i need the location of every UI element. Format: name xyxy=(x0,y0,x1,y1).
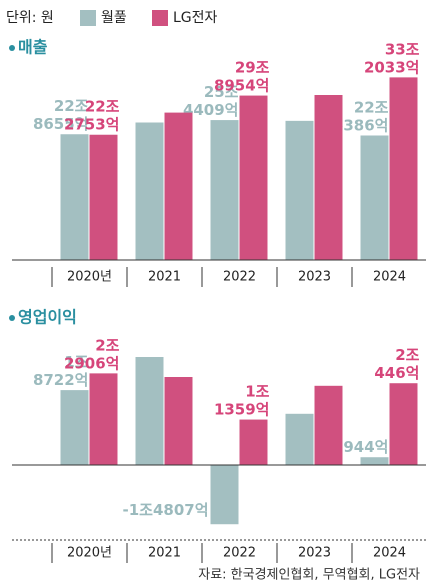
legend-label: LG전자 xyxy=(173,10,218,26)
title-bullet xyxy=(9,315,15,321)
x-tick-label: 2022 xyxy=(223,546,256,561)
bar xyxy=(164,112,193,260)
data-label: -1조4807억 xyxy=(122,501,208,519)
data-label: 1조 1359억 xyxy=(214,382,270,418)
bar xyxy=(89,373,118,465)
bar xyxy=(164,377,193,465)
bar xyxy=(285,120,314,260)
x-tick-label: 2022 xyxy=(223,270,256,285)
bar xyxy=(239,419,268,465)
data-label: 22조 6386억 xyxy=(333,98,389,134)
data-label: 25조 4409억 xyxy=(183,83,239,119)
bar xyxy=(135,122,164,260)
data-label: 22조 2753억 xyxy=(64,97,120,133)
data-label: 29조 8954억 xyxy=(214,58,270,94)
bar xyxy=(389,77,418,260)
data-label: 22조 8655억 xyxy=(33,97,89,133)
data-label: 1조 8722억 xyxy=(33,353,89,389)
x-tick-label: 2021 xyxy=(148,546,181,561)
title-bullet xyxy=(9,45,15,51)
x-tick-label: 2023 xyxy=(298,270,331,285)
panel-title: 매출 xyxy=(18,38,48,57)
data-label: 2조 446억 xyxy=(374,346,419,382)
legend-swatch xyxy=(80,10,96,26)
data-label: 33조 2033억 xyxy=(364,40,420,76)
bar xyxy=(285,413,314,465)
bar xyxy=(239,95,268,260)
bar xyxy=(210,120,239,261)
legend-label: 월풀 xyxy=(101,10,127,26)
bar xyxy=(135,357,164,465)
source: 자료: 한국경제인협회, 무역협회, LG전자 xyxy=(198,568,420,583)
bar xyxy=(389,383,418,465)
bar xyxy=(360,135,389,260)
x-tick-label: 2024 xyxy=(373,270,406,285)
x-tick-label: 2020년 xyxy=(67,546,112,561)
legend-swatch xyxy=(152,10,168,26)
data-label: 2조 2906억 xyxy=(64,336,120,372)
bar xyxy=(60,390,89,465)
x-tick-label: 2023 xyxy=(298,546,331,561)
x-tick-label: 2021 xyxy=(148,270,181,285)
bar xyxy=(89,134,118,260)
x-tick-label: 2024 xyxy=(373,546,406,561)
data-label: 1944억 xyxy=(333,438,389,456)
bar xyxy=(314,95,343,260)
x-tick-label: 2020년 xyxy=(67,270,112,285)
unit: 단위: 원 xyxy=(6,10,54,26)
panel-title: 영업이익 xyxy=(18,308,77,327)
bar xyxy=(314,385,343,465)
bar xyxy=(210,465,239,525)
bar xyxy=(360,457,389,465)
bar xyxy=(60,134,89,260)
